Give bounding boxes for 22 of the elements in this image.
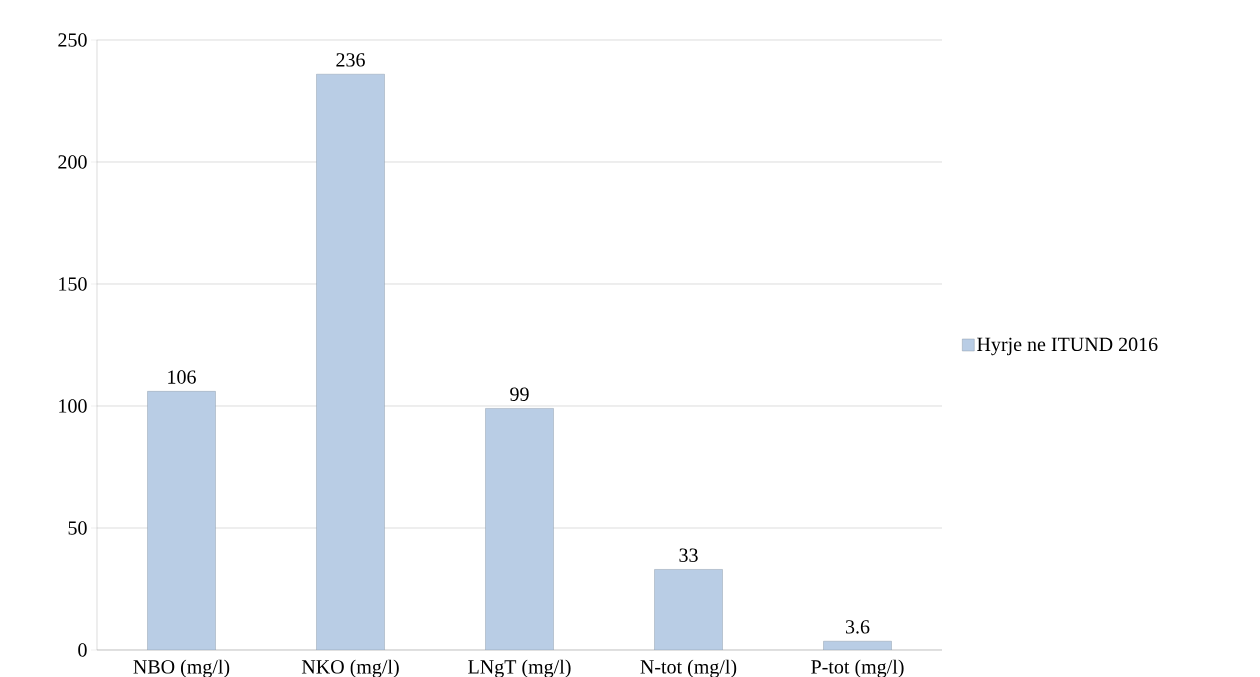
y-tick-label: 50	[68, 521, 87, 535]
data-label: 106	[168, 370, 196, 384]
x-tick-label: LNgT (mg/l)	[468, 659, 571, 677]
y-tick-label: 250	[58, 33, 87, 47]
y-tick-label: 150	[59, 277, 87, 291]
x-tick-label: NKO (mg/l)	[301, 659, 399, 677]
bar	[823, 641, 892, 650]
bar	[654, 569, 723, 650]
data-label: 99	[510, 387, 529, 401]
y-tick-label: 100	[59, 399, 87, 413]
data-label: 3.6	[845, 620, 870, 634]
x-tick-label: P-tot (mg/l)	[811, 659, 904, 677]
y-tick-label: 200	[58, 155, 87, 169]
data-label: 33	[679, 548, 698, 562]
x-tick-label: NBO (mg/l)	[133, 659, 230, 677]
x-tick-label: N-tot (mg/l)	[640, 659, 737, 677]
y-tick-label: 0	[78, 643, 87, 657]
bar	[485, 408, 554, 650]
legend-label: Hyrje ne ITUND 2016	[977, 337, 1158, 356]
bar	[147, 391, 216, 650]
bar	[316, 73, 385, 650]
data-label: 236	[336, 53, 365, 67]
